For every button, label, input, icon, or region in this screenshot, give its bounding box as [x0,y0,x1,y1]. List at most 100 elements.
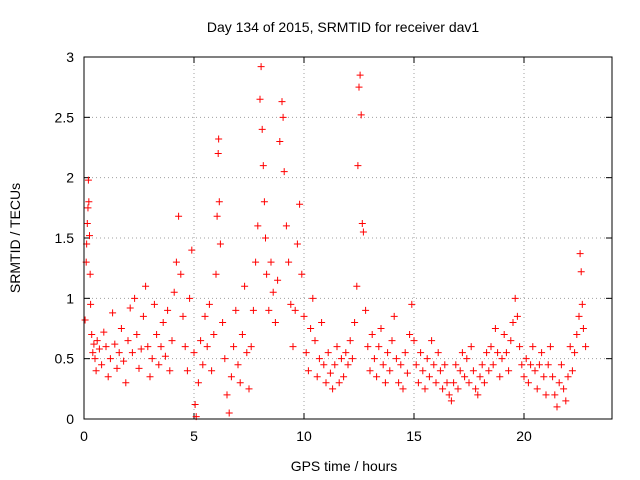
data-point [285,258,293,266]
data-point [159,318,167,326]
data-point [88,331,96,339]
data-point [463,355,471,363]
data-point [271,318,279,326]
data-point [469,367,477,375]
data-point [384,349,392,357]
data-point [83,220,91,228]
data-point [111,340,119,348]
data-point [172,258,180,266]
data-point [148,355,156,363]
data-point [535,361,543,369]
data-point [395,379,403,387]
data-point [257,63,265,71]
data-point [498,355,506,363]
data-point [575,312,583,320]
data-point [430,361,438,369]
data-point [531,367,539,375]
data-point [443,379,451,387]
data-point [256,95,264,103]
data-point [115,349,123,357]
data-point [461,373,469,381]
data-point [291,306,299,314]
y-tick-label: 0.5 [55,351,75,367]
data-point [368,331,376,339]
grid [84,57,612,419]
data-point [210,331,218,339]
data-point [362,306,370,314]
data-point [191,401,199,409]
data-point [522,355,530,363]
data-point [241,282,249,290]
x-axis-label: GPS time / hours [291,458,398,474]
data-point [359,228,367,236]
data-point [265,306,273,314]
x-tick-label: 10 [296,428,312,444]
data-point [86,270,94,278]
data-point [289,343,297,351]
data-point [379,361,387,369]
data-point [403,369,411,377]
data-point [342,349,350,357]
data-point [573,331,581,339]
data-point [146,373,154,381]
data-point [406,331,414,339]
data-point [502,349,510,357]
plot-frame [83,56,613,420]
data-point [354,162,362,170]
data-point [401,349,409,357]
data-point [452,361,460,369]
data-point [533,385,541,393]
data-point [388,337,396,345]
data-point [520,373,528,381]
data-point [161,352,169,360]
data-point [166,367,174,375]
chart-title: Day 134 of 2015, SRMTID for receiver dav… [207,19,480,35]
data-point [287,300,295,308]
data-point [307,325,315,332]
data-point [373,373,381,381]
data-point [203,343,211,351]
data-point [489,361,497,369]
y-tick-label: 2 [66,170,74,186]
data-point [194,379,202,387]
data-point [465,379,473,387]
data-point [98,361,106,369]
data-point [450,379,458,387]
data-point [538,349,546,357]
data-point [109,309,117,317]
data-point [513,312,521,320]
data-point [386,367,394,375]
data-point [188,246,196,254]
data-point [524,379,532,387]
data-point [500,331,508,339]
data-point [560,385,568,393]
data-point [153,331,161,339]
y-tick-label: 0 [66,411,74,427]
data-point [131,294,139,302]
data-point [329,385,337,393]
data-point [434,349,442,357]
data-point [478,361,486,369]
x-tick-label: 0 [80,428,88,444]
y-tick-label: 3 [66,49,74,65]
data-point [555,379,563,387]
data-point [518,361,526,369]
data-point [216,240,224,248]
data-point [263,270,271,278]
data-point [392,355,400,363]
data-point [549,373,557,381]
data-point [472,385,480,393]
data-point [458,349,466,357]
data-point [467,343,475,351]
data-point [356,71,364,79]
data-point [87,300,95,308]
data-point [399,385,407,393]
data-point [227,373,235,381]
data-point [100,328,108,336]
data-point [278,98,286,106]
data-point [92,367,100,375]
data-point [197,337,205,345]
data-point [579,325,587,332]
data-point [487,343,495,351]
data-point [562,397,570,405]
